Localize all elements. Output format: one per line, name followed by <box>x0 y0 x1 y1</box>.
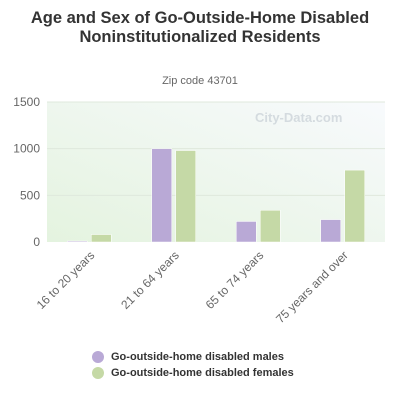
bar-females-2 <box>260 210 281 243</box>
bar-females-1 <box>175 150 196 243</box>
y-tick-label: 0 <box>33 235 40 249</box>
x-tick-label: 65 to 74 years <box>203 248 267 312</box>
bar-males-1 <box>151 148 172 243</box>
chart-subtitle: Zip code 43701 <box>162 75 238 87</box>
plot-area <box>47 102 385 242</box>
legend-label-females: Go-outside-home disabled females <box>111 367 294 379</box>
bar-females-0 <box>91 234 112 243</box>
y-tick-label: 1000 <box>13 142 40 156</box>
bar-females-3 <box>344 169 365 243</box>
bar-males-0 <box>67 240 88 243</box>
legend-label-males: Go-outside-home disabled males <box>111 351 284 363</box>
legend-swatch-females <box>92 367 104 379</box>
x-tick-label: 21 to 64 years <box>118 248 182 312</box>
legend-swatch-males <box>92 351 104 363</box>
bar-males-2 <box>236 221 257 243</box>
legend: Go-outside-home disabled males Go-outsid… <box>92 349 294 381</box>
x-tick-label: 75 years and over <box>273 248 351 326</box>
x-tick-label: 16 to 20 years <box>34 248 98 312</box>
chart-title: Age and Sex of Go-Outside-Home Disabled … <box>30 9 370 46</box>
y-tick-label: 1500 <box>13 95 40 109</box>
y-tick-label: 500 <box>20 188 40 202</box>
watermark: City-Data.com <box>255 110 343 125</box>
legend-item-males: Go-outside-home disabled males <box>92 349 294 365</box>
legend-item-females: Go-outside-home disabled females <box>92 365 294 381</box>
bar-males-3 <box>320 219 341 243</box>
